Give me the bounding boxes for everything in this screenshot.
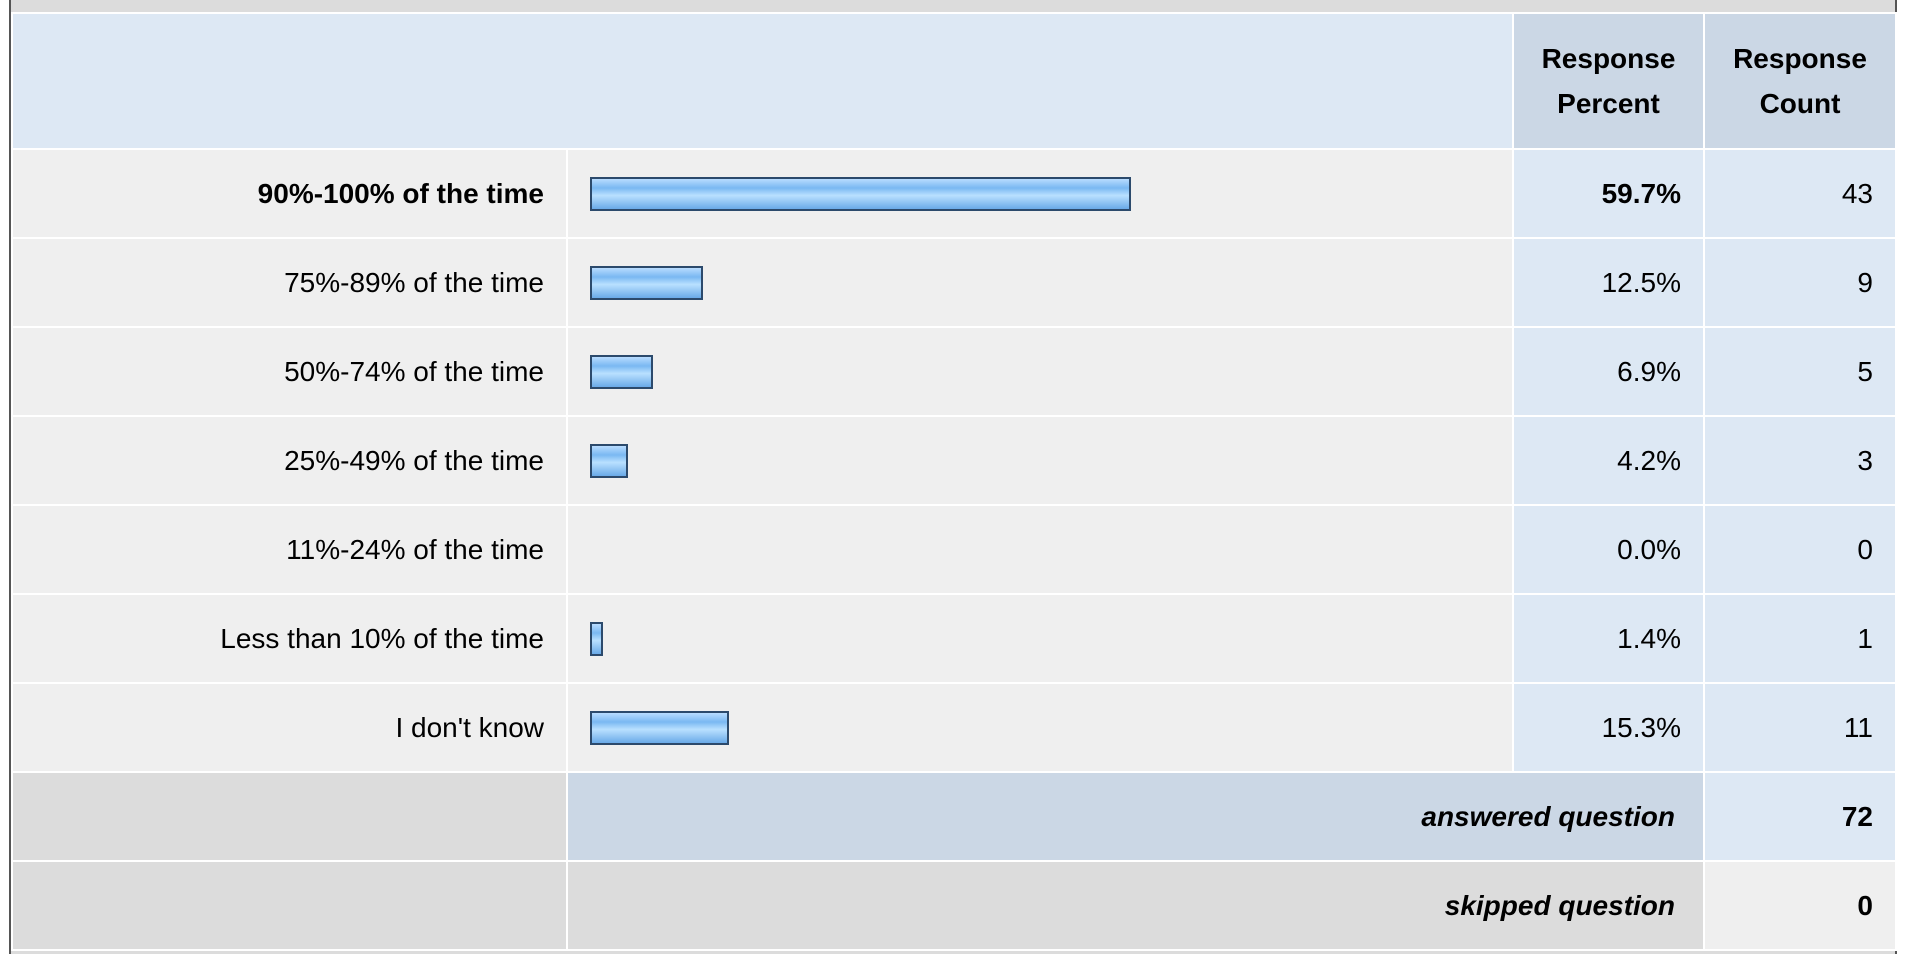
bar-cell [566, 148, 1514, 239]
bar [590, 176, 1132, 211]
bar-cell [566, 237, 1514, 328]
answer-row: 75%-89% of the time 12.5% 9 [11, 237, 1897, 328]
bar-cell [566, 682, 1514, 773]
header-cell: Response Count [1703, 12, 1897, 150]
response-count: 0 [1703, 504, 1897, 595]
header-blank [11, 12, 1514, 150]
response-count: 5 [1703, 326, 1897, 417]
answer-label: 50%-74% of the time [11, 326, 568, 417]
bar [590, 710, 729, 745]
response-percent: 0.0% [1512, 504, 1705, 595]
bar [590, 265, 704, 300]
bar-cell [566, 504, 1514, 595]
response-percent: 59.7% [1512, 148, 1705, 239]
response-count: 1 [1703, 593, 1897, 684]
answer-row: I don't know 15.3% 11 [11, 682, 1897, 773]
response-count: 43 [1703, 148, 1897, 239]
answer-label: 11%-24% of the time [11, 504, 568, 595]
answer-row: 25%-49% of the time 4.2% 3 [11, 415, 1897, 506]
response-percent: 4.2% [1512, 415, 1705, 506]
skipped-row: skipped question 0 [11, 860, 1897, 951]
bar-cell [566, 326, 1514, 417]
bar-cell [566, 593, 1514, 684]
header-cell: Response Percent [1512, 12, 1705, 150]
answered-label: answered question [566, 771, 1705, 862]
skipped-label: skipped question [566, 860, 1705, 951]
blank-cell [11, 771, 568, 862]
answered-value: 72 [1703, 771, 1897, 862]
survey-table-frame: Response Percent Response Count 90%-100%… [9, 0, 1897, 954]
answered-row: answered question 72 [11, 771, 1897, 862]
answer-label: 25%-49% of the time [11, 415, 568, 506]
answer-label: 75%-89% of the time [11, 237, 568, 328]
survey-table: Response Percent Response Count 90%-100%… [11, 12, 1897, 951]
answer-row: 50%-74% of the time 6.9% 5 [11, 326, 1897, 417]
answer-row: Less than 10% of the time 1.4% 1 [11, 593, 1897, 684]
bar [590, 354, 653, 389]
response-count: 11 [1703, 682, 1897, 773]
response-percent: 6.9% [1512, 326, 1705, 417]
header-row: Response Percent Response Count [11, 12, 1897, 150]
answer-label: 90%-100% of the time [11, 148, 568, 239]
blank-cell [11, 860, 568, 951]
response-percent: 15.3% [1512, 682, 1705, 773]
response-count: 9 [1703, 237, 1897, 328]
answer-row: 11%-24% of the time 0.0% 0 [11, 504, 1897, 595]
answer-row: 90%-100% of the time 59.7% 43 [11, 148, 1897, 239]
bar [590, 621, 603, 656]
bar [590, 443, 629, 478]
response-percent: 12.5% [1512, 237, 1705, 328]
skipped-value: 0 [1703, 860, 1897, 951]
answer-label: Less than 10% of the time [11, 593, 568, 684]
answer-label: I don't know [11, 682, 568, 773]
response-count: 3 [1703, 415, 1897, 506]
bar-cell [566, 415, 1514, 506]
response-percent: 1.4% [1512, 593, 1705, 684]
